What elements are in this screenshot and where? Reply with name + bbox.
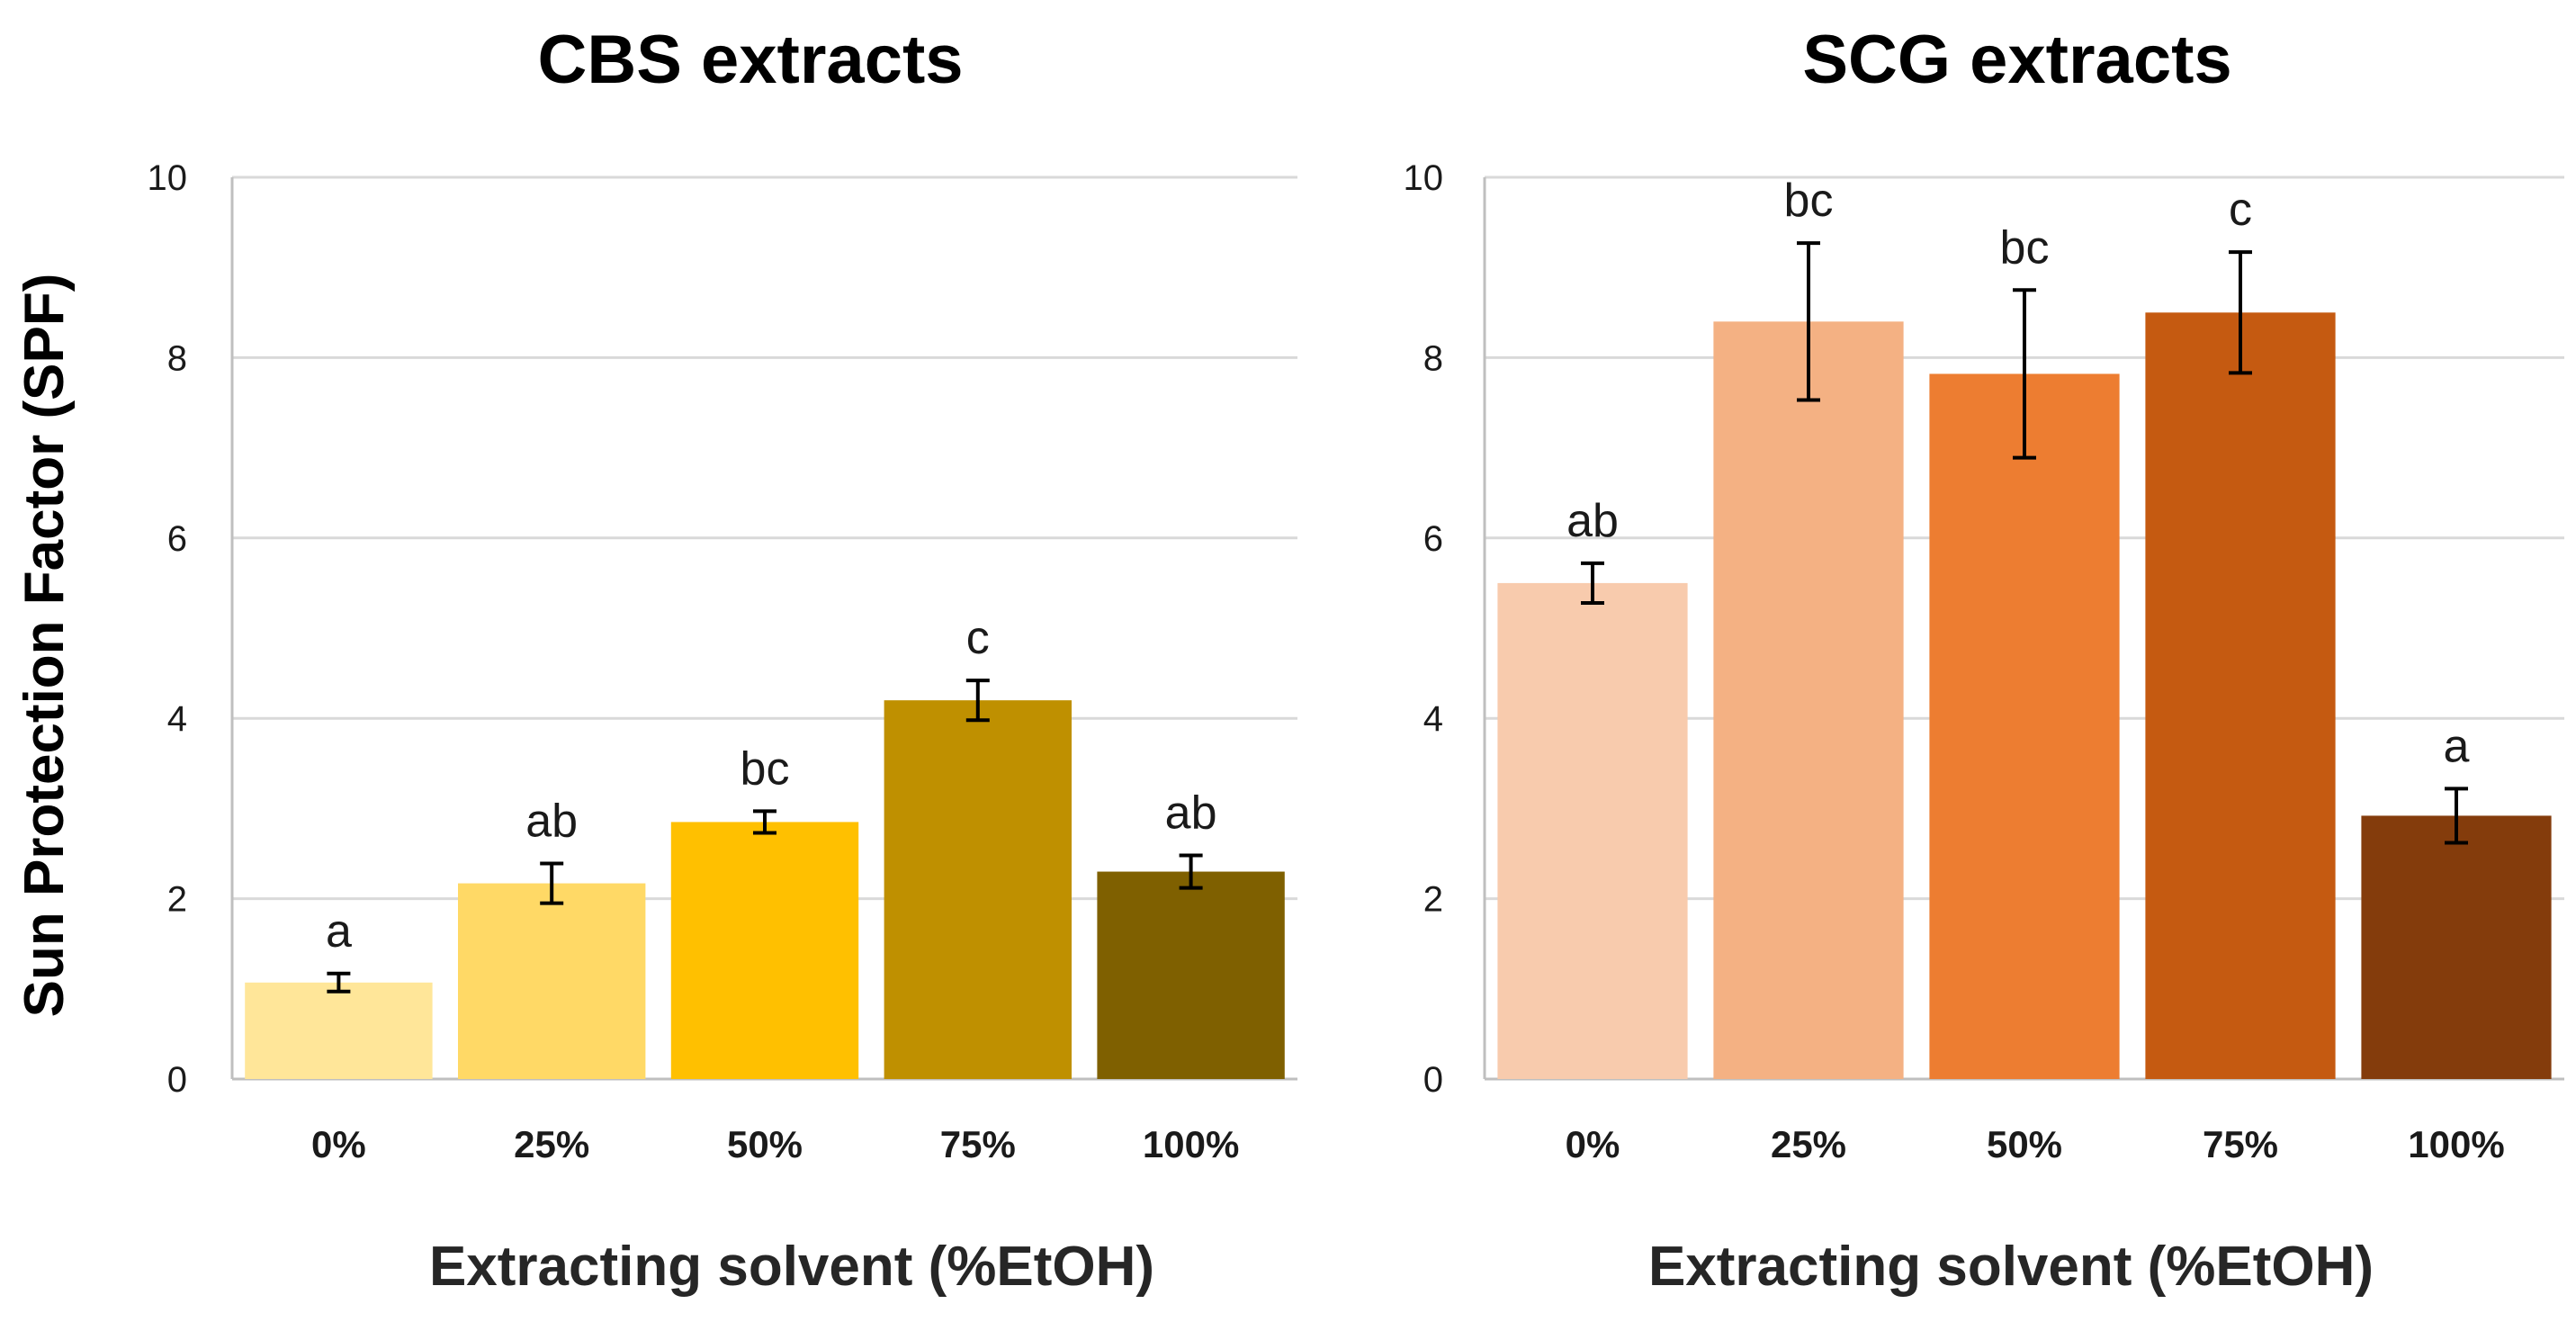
cbs-y-tick-label: 6 — [167, 519, 187, 559]
cbs-significance-label: ab — [1165, 787, 1217, 840]
scg-chart-title: SCG extracts — [1802, 22, 2231, 98]
scg-x-tick-label: 100% — [2408, 1123, 2504, 1165]
scg-bar-5 — [2361, 815, 2552, 1079]
scg-error-bar-5 — [2445, 787, 2468, 845]
scg-bar-2 — [1713, 321, 1904, 1079]
scg-chart-panel: SCG extracts 0 2 4 6 8 10 ab 0% bc 25% bc 50% c 75% a 10… — [1404, 22, 2564, 1298]
scg-x-tick-label: 75% — [2203, 1123, 2278, 1165]
scg-y-tick-label: 4 — [1423, 699, 1443, 739]
scg-significance-label: c — [2229, 184, 2252, 236]
scg-significance-label: a — [2444, 720, 2470, 772]
cbs-bar-2 — [458, 883, 646, 1079]
cbs-error-bar-4 — [965, 679, 990, 723]
cbs-x-tick-label: 75% — [940, 1123, 1016, 1165]
cbs-bar-3 — [670, 822, 859, 1079]
scg-significance-label: bc — [2000, 221, 2050, 274]
cbs-error-bar-2 — [540, 861, 564, 905]
cbs-y-tick-label: 4 — [167, 699, 187, 739]
cbs-significance-label: c — [966, 612, 990, 664]
scg-significance-label: ab — [1566, 495, 1619, 547]
scg-error-bar-3 — [2013, 288, 2036, 460]
cbs-chart-title: CBS extracts — [537, 22, 963, 98]
cbs-error-bar-1 — [327, 971, 351, 994]
cbs-y-tick-label: 10 — [148, 158, 188, 198]
scg-bar-4 — [2145, 312, 2336, 1079]
scg-error-bar-2 — [1797, 241, 1820, 402]
cbs-significance-label: bc — [740, 742, 790, 795]
cbs-significance-label: ab — [525, 796, 578, 848]
cbs-x-axis-label: Extracting solvent (%EtOH) — [429, 1236, 1154, 1298]
cbs-y-tick-label: 8 — [167, 338, 187, 378]
scg-y-tick-label: 0 — [1423, 1060, 1443, 1100]
cbs-error-bar-3 — [753, 809, 776, 835]
scg-y-tick-label: 2 — [1423, 880, 1443, 920]
cbs-y-tick-label: 2 — [167, 880, 187, 920]
y-axis-label: Sun Protection Factor (SPF) — [13, 274, 76, 1018]
scg-x-axis-label: Extracting solvent (%EtOH) — [1648, 1236, 2374, 1298]
cbs-x-tick-label: 25% — [514, 1123, 589, 1165]
scg-x-tick-label: 50% — [1987, 1123, 2062, 1165]
cbs-x-tick-label: 50% — [727, 1123, 803, 1165]
cbs-error-bar-5 — [1179, 853, 1203, 890]
cbs-chart-panel: CBS extracts 0 2 4 6 8 10 a 0% ab 25% bc 50% c 75% ab 10… — [148, 22, 1297, 1298]
scg-y-tick-label: 6 — [1423, 519, 1443, 559]
scg-error-bar-1 — [1581, 561, 1604, 605]
scg-y-tick-label: 10 — [1404, 158, 1444, 198]
scg-x-tick-label: 25% — [1771, 1123, 1846, 1165]
cbs-x-tick-label: 0% — [311, 1123, 366, 1165]
cbs-bar-1 — [245, 982, 433, 1079]
scg-bar-3 — [1929, 373, 2120, 1079]
cbs-y-tick-label: 0 — [167, 1060, 187, 1100]
cbs-bar-5 — [1097, 871, 1285, 1079]
cbs-significance-label: a — [326, 905, 352, 958]
scg-error-bar-4 — [2229, 250, 2252, 375]
scg-y-tick-label: 8 — [1423, 338, 1443, 378]
scg-bar-1 — [1497, 582, 1688, 1079]
scg-significance-label: bc — [1784, 175, 1834, 227]
scg-x-tick-label: 0% — [1566, 1123, 1620, 1165]
cbs-bar-4 — [884, 700, 1072, 1079]
cbs-x-tick-label: 100% — [1143, 1123, 1239, 1165]
